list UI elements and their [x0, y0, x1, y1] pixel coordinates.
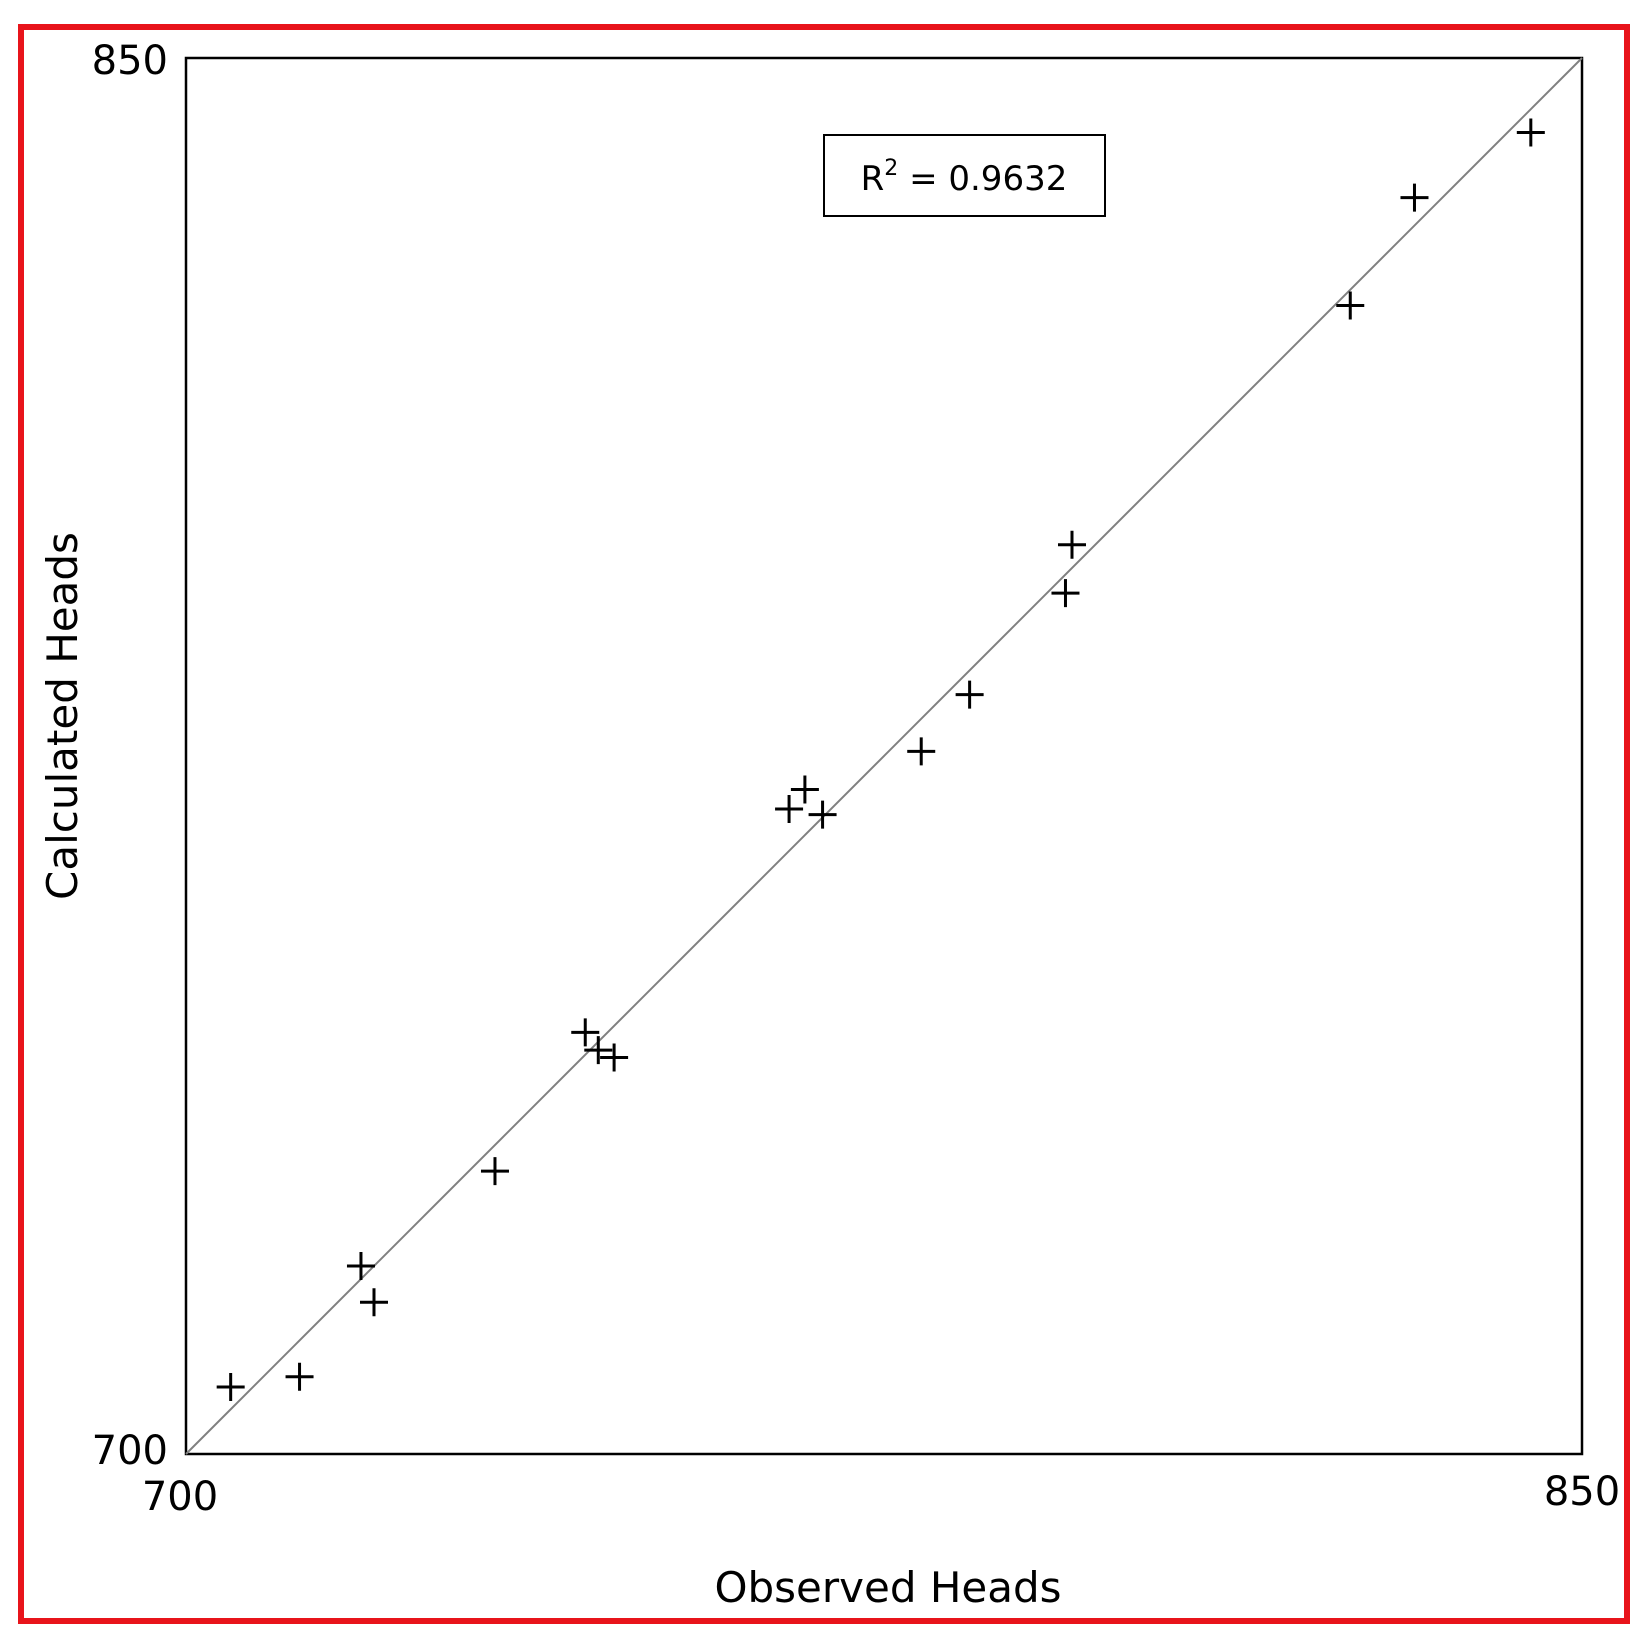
r-squared-value: = 0.9632: [898, 159, 1067, 199]
points-layer: [216, 118, 1545, 1401]
y-tick-label-max: 850: [92, 38, 168, 84]
data-point-16: [1336, 291, 1365, 320]
data-point-12: [907, 737, 936, 766]
r-squared-superscript: 2: [884, 156, 898, 181]
x-tick-label-max: 850: [1544, 1469, 1620, 1515]
data-point-4: [359, 1288, 388, 1317]
data-point-6: [571, 1018, 600, 1047]
data-point-14: [1051, 579, 1080, 608]
data-point-11: [808, 800, 837, 829]
data-point-3: [346, 1252, 375, 1281]
r-squared-label: R: [861, 159, 885, 199]
data-point-13: [955, 680, 984, 709]
data-point-17: [1400, 183, 1429, 212]
data-point-9: [775, 795, 804, 824]
r-squared-text: R2 = 0.9632: [861, 156, 1068, 199]
x-axis-label: Observed Heads: [714, 1563, 1061, 1612]
data-point-7: [584, 1036, 613, 1065]
data-point-10: [790, 775, 819, 804]
stat-box: [823, 134, 1106, 217]
data-point-8: [600, 1043, 629, 1072]
data-point-5: [480, 1157, 509, 1186]
y-axis-label: Calculated Heads: [38, 532, 87, 900]
data-point-2: [285, 1362, 314, 1391]
data-point-15: [1057, 530, 1086, 559]
data-point-18: [1516, 118, 1545, 147]
y-tick-label-min: 700: [92, 1428, 168, 1474]
x-tick-label-min: 700: [142, 1474, 218, 1520]
data-point-1: [216, 1372, 245, 1401]
reference-line: [185, 57, 1583, 1455]
